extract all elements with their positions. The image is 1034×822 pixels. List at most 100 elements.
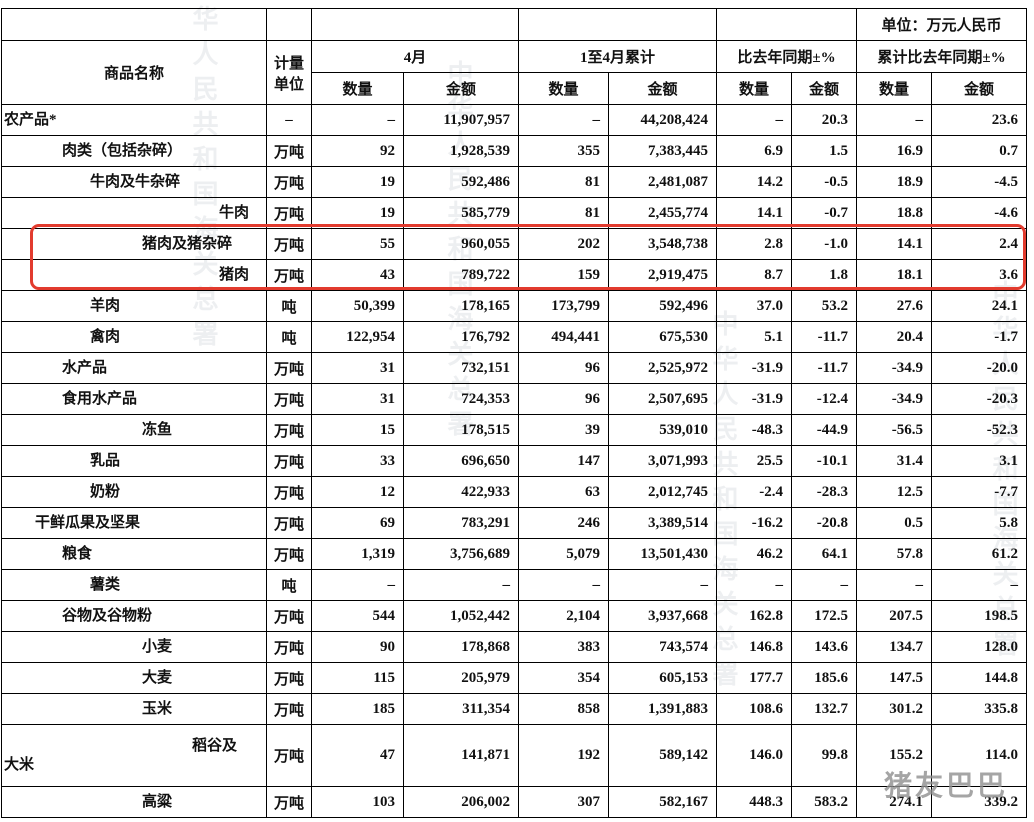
value-cell-cum-qty: 96 xyxy=(518,383,609,415)
value-cell-cyoy-amt: 61.2 xyxy=(930,538,1028,570)
commodity-name: 牛肉及牛杂碎 xyxy=(90,173,181,190)
value-cell-cum-amt: 2,507,695 xyxy=(608,383,717,415)
value-cell-yoy-amt: 1.8 xyxy=(791,259,857,291)
value-cell-cum-qty: 63 xyxy=(518,476,609,508)
value-cell-yoy-qty: -48.3 xyxy=(716,414,792,446)
commodity-name: 水产品 xyxy=(62,359,108,376)
table-row: 薯类 吨 – – – – – – – – xyxy=(1,569,1028,601)
unit-cell: 万吨 xyxy=(266,693,312,725)
value-cell-apr-qty: 43 xyxy=(311,259,404,291)
commodity-cell: 猪肉 xyxy=(1,259,267,291)
value-cell-apr-amt: 789,722 xyxy=(403,259,519,291)
value-cell-cyoy-qty: 274.1 xyxy=(856,786,932,818)
commodity-name-overflow: 大米 xyxy=(4,756,35,773)
commodity-name: 小麦 xyxy=(142,638,173,655)
value-cell-cum-amt: 3,071,993 xyxy=(608,445,717,477)
value-cell-cum-amt: 675,530 xyxy=(608,321,717,353)
value-cell-cyoy-qty: 16.9 xyxy=(856,135,932,167)
sub-header-qty: 数量 xyxy=(716,72,792,105)
commodity-cell: 粮食 xyxy=(1,538,267,570)
header-row-unit-note: 单位：万元人民币 xyxy=(1,8,1028,41)
value-cell-apr-qty: 92 xyxy=(311,135,404,167)
value-cell-cum-qty: 307 xyxy=(518,786,609,818)
header-row-groups: 商品名称 计量 单位 4月 1至4月累计 比去年同期±% 累计比去年同期±% xyxy=(1,40,1028,105)
value-cell-yoy-qty: 46.2 xyxy=(716,538,792,570)
commodity-name: 奶粉 xyxy=(90,483,121,500)
value-cell-cum-amt: 2,919,475 xyxy=(608,259,717,291)
commodity-name: 干鲜瓜果及坚果 xyxy=(35,514,141,531)
col-header-unit: 计量 单位 xyxy=(266,40,312,105)
commodity-cell: 羊肉 xyxy=(1,290,267,322)
value-cell-apr-amt: – xyxy=(403,569,519,601)
unit-cell: 万吨 xyxy=(266,352,312,384)
empty-cell xyxy=(266,8,312,41)
value-cell-cyoy-qty: -34.9 xyxy=(856,352,932,384)
value-cell-yoy-amt: -1.0 xyxy=(791,228,857,260)
col-group-jan-apr: 1至4月累计 xyxy=(518,40,717,73)
value-cell-yoy-qty: -31.9 xyxy=(716,352,792,384)
value-cell-yoy-amt: -44.9 xyxy=(791,414,857,446)
unit-cell: 吨 xyxy=(266,290,312,322)
value-cell-apr-amt: 732,151 xyxy=(403,352,519,384)
unit-cell: 万吨 xyxy=(266,600,312,632)
value-cell-cyoy-qty: 155.2 xyxy=(856,724,932,787)
commodity-name: 禽肉 xyxy=(90,328,121,345)
commodity-name: 粮食 xyxy=(62,545,93,562)
value-cell-cyoy-qty: 14.1 xyxy=(856,228,932,260)
commodity-name: 猪肉 xyxy=(219,266,250,283)
value-cell-yoy-qty: 6.9 xyxy=(716,135,792,167)
value-cell-yoy-amt: 583.2 xyxy=(791,786,857,818)
unit-cell: 万吨 xyxy=(266,414,312,446)
commodity-name: 农产品* xyxy=(4,111,57,128)
value-cell-cyoy-amt: 3.1 xyxy=(930,445,1028,477)
unit-cell: 万吨 xyxy=(266,383,312,415)
value-cell-yoy-qty: -2.4 xyxy=(716,476,792,508)
value-cell-cum-qty: 81 xyxy=(518,197,609,229)
value-cell-apr-qty: 544 xyxy=(311,600,404,632)
value-cell-apr-amt: 206,002 xyxy=(403,786,519,818)
table-row: 玉米 万吨 185 311,354 858 1,391,883 108.6 13… xyxy=(1,693,1028,725)
value-cell-cyoy-qty: 18.1 xyxy=(856,259,932,291)
value-cell-cyoy-amt: 128.0 xyxy=(930,631,1028,663)
value-cell-yoy-qty: 177.7 xyxy=(716,662,792,694)
value-cell-cum-amt: 44,208,424 xyxy=(608,104,717,136)
value-cell-apr-amt: 176,792 xyxy=(403,321,519,353)
value-cell-cum-amt: 1,391,883 xyxy=(608,693,717,725)
value-cell-cum-qty: 2,104 xyxy=(518,600,609,632)
commodity-cell: 小麦 xyxy=(1,631,267,663)
value-cell-cum-qty: 147 xyxy=(518,445,609,477)
value-cell-cum-amt: 7,383,445 xyxy=(608,135,717,167)
value-cell-apr-qty: 50,399 xyxy=(311,290,404,322)
commodity-cell: 高粱 xyxy=(1,786,267,818)
unit-note: 单位：万元人民币 xyxy=(855,8,1028,41)
value-cell-yoy-amt: -11.7 xyxy=(791,352,857,384)
sub-header-amt: 金额 xyxy=(608,72,717,105)
value-cell-yoy-amt: 53.2 xyxy=(791,290,857,322)
commodity-cell: 干鲜瓜果及坚果 xyxy=(1,507,267,539)
value-cell-yoy-amt: 143.6 xyxy=(791,631,857,663)
value-cell-cyoy-amt: 114.0 xyxy=(930,724,1028,787)
value-cell-yoy-qty: 162.8 xyxy=(716,600,792,632)
table-row: 猪肉 万吨 43 789,722 159 2,919,475 8.7 1.8 1… xyxy=(1,259,1028,291)
value-cell-yoy-amt: -11.7 xyxy=(791,321,857,353)
commodity-name: 牛肉 xyxy=(219,204,250,221)
value-cell-apr-amt: 178,515 xyxy=(403,414,519,446)
value-cell-apr-amt: 178,868 xyxy=(403,631,519,663)
unit-cell: 万吨 xyxy=(266,631,312,663)
unit-label-line: 单位 xyxy=(273,76,304,93)
value-cell-cyoy-qty: 147.5 xyxy=(856,662,932,694)
value-cell-apr-qty: 12 xyxy=(311,476,404,508)
value-cell-cum-amt: 13,501,430 xyxy=(608,538,717,570)
value-cell-apr-amt: 11,907,957 xyxy=(403,104,519,136)
commodity-cell: 水产品 xyxy=(1,352,267,384)
value-cell-cyoy-amt: -4.5 xyxy=(930,166,1028,198)
value-cell-yoy-amt: -0.5 xyxy=(791,166,857,198)
sub-header-qty: 数量 xyxy=(856,72,932,105)
value-cell-apr-qty: 122,954 xyxy=(311,321,404,353)
value-cell-apr-amt: 783,291 xyxy=(403,507,519,539)
value-cell-yoy-qty: – xyxy=(716,569,792,601)
commodity-name: 羊肉 xyxy=(90,297,121,314)
unit-cell: 吨 xyxy=(266,321,312,353)
commodity-cell: 食用水产品 xyxy=(1,383,267,415)
